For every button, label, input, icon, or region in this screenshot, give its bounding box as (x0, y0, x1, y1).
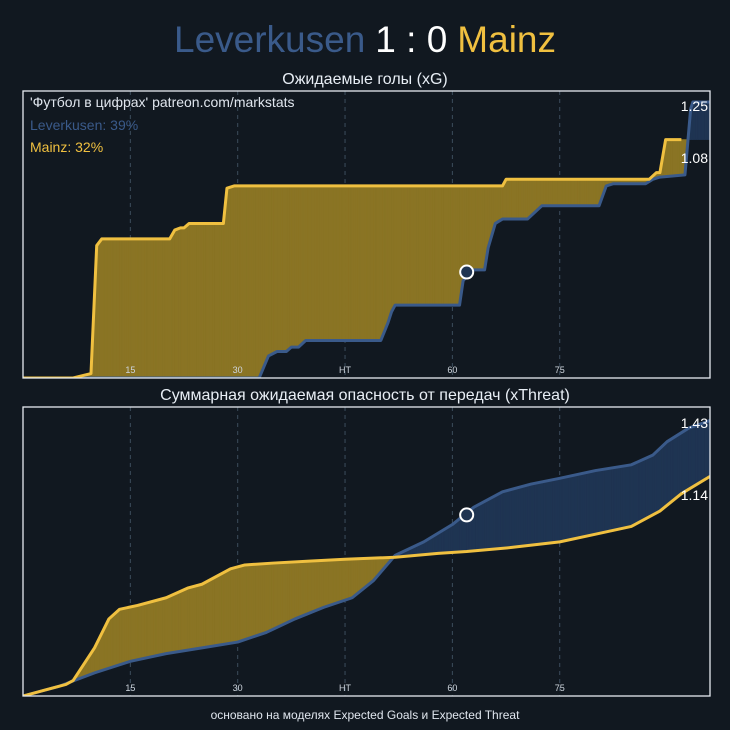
xg-tick-label: 30 (233, 365, 243, 375)
xthreat-tick-label: 30 (233, 683, 243, 693)
footer-note: основано на моделях Expected Goals и Exp… (211, 708, 521, 722)
xg-chart-title: Ожидаемые голы (xG) (282, 71, 447, 88)
legend-leverkusen: Leverkusen: 39% (30, 117, 138, 133)
xthreat-mainz-line (23, 475, 710, 696)
match-header: Leverkusen 1 : 0 Mainz (174, 19, 556, 60)
xthreat-goal-marker (459, 507, 475, 523)
xg-chart-frame (22, 90, 711, 379)
source-note: 'Футбол в цифрах' patreon.com/markstats (30, 94, 295, 110)
xthreat-chart-title: Суммарная ожидаемая опасность от передач… (160, 387, 570, 404)
xthreat-end-label: 1.14 (681, 487, 708, 503)
match-score: 1 : 0 (375, 19, 447, 60)
xg-goal-marker (459, 264, 475, 280)
xthreat-leverkusen-line (23, 419, 710, 696)
away-team-name: Mainz (457, 19, 556, 60)
xg-end-label: 1.25 (681, 98, 708, 114)
xthreat-tick-label: 15 (125, 683, 135, 693)
home-team-name: Leverkusen (174, 19, 365, 60)
xthreat-tick-label: 75 (555, 683, 565, 693)
xg-tick-label: HT (339, 365, 351, 375)
xg-tick-label: 75 (555, 365, 565, 375)
xg-tick-label: 15 (125, 365, 135, 375)
xthreat-tick-label: 60 (447, 683, 457, 693)
xg-mainz-line (23, 138, 682, 378)
xthreat-chart-frame (22, 406, 711, 697)
xthreat-tick-label: HT (339, 683, 351, 693)
xg-end-label: 1.08 (681, 150, 708, 166)
xthreat-chart: 15 30 HT 60 75 1.43 1.14 (22, 406, 711, 697)
xg-chart: 15 30 HT 60 75 1.25 1.08 (22, 90, 711, 379)
xthreat-end-label: 1.43 (681, 415, 708, 431)
legend-mainz: Mainz: 32% (30, 139, 103, 155)
xg-tick-label: 60 (447, 365, 457, 375)
xg-leverkusen-line (23, 100, 710, 378)
